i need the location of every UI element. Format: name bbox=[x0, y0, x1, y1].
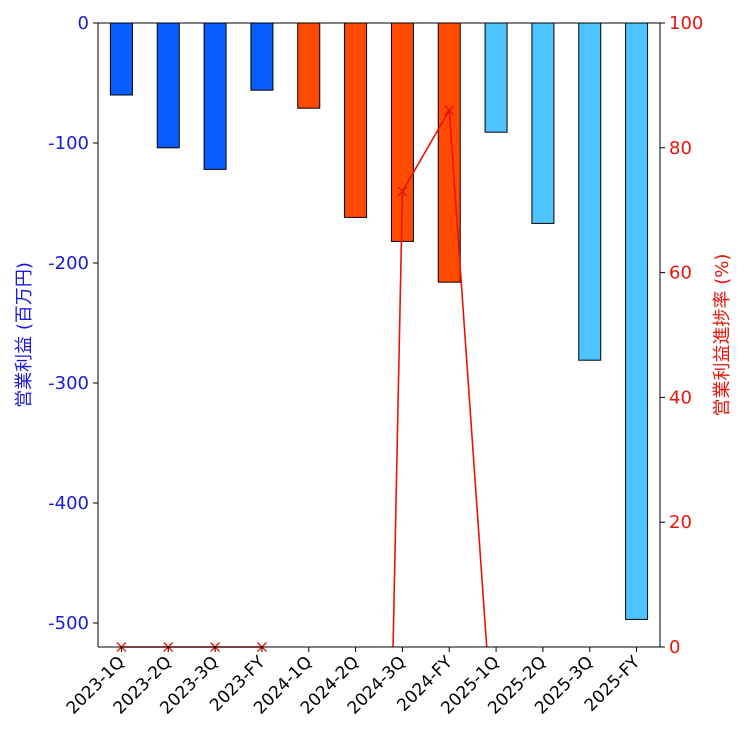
bar-2023-2Q bbox=[156, 22, 180, 149]
bar-2023-3Q bbox=[203, 22, 227, 170]
bar-2025-3Q bbox=[578, 22, 602, 361]
marker-stroke bbox=[397, 186, 408, 197]
progress-marker-2024-FY bbox=[444, 105, 455, 116]
marker-stroke bbox=[444, 105, 455, 116]
y-tick-label-left: -200 bbox=[48, 253, 89, 274]
y-tick-label-left: 0 bbox=[78, 13, 89, 34]
y-tick-label-right: 40 bbox=[669, 387, 692, 408]
y-tick-label-right: 20 bbox=[669, 512, 692, 533]
bar-2025-1Q bbox=[484, 22, 508, 133]
bars-group bbox=[109, 22, 649, 620]
y-tick-label-left: -500 bbox=[48, 613, 89, 634]
bar-2025-FY bbox=[625, 22, 649, 620]
bar-2024-1Q bbox=[297, 22, 321, 109]
y-tick-label-right: 80 bbox=[669, 138, 692, 159]
y-tick-label-left: -300 bbox=[48, 373, 89, 394]
bar-2024-FY bbox=[437, 22, 461, 283]
y-axis-label-right: 営業利益進捗率 (%) bbox=[712, 254, 733, 417]
bar-2023-FY bbox=[250, 22, 274, 91]
bar-2024-2Q bbox=[344, 22, 368, 218]
y-tick-label-left: -100 bbox=[48, 133, 89, 154]
bar-2025-2Q bbox=[531, 22, 555, 224]
y-tick-label-right: 0 bbox=[669, 637, 680, 658]
progress-marker-2024-3Q bbox=[397, 186, 408, 197]
progress-line-segment-1 bbox=[392, 107, 488, 648]
bar-2023-1Q bbox=[109, 22, 133, 96]
y-tick-label-left: -400 bbox=[48, 493, 89, 514]
y-tick-label-right: 60 bbox=[669, 263, 692, 284]
progress-line-group bbox=[116, 105, 488, 652]
y-tick-label-right: 100 bbox=[669, 13, 703, 34]
y-axis-label-left: 営業利益 (百万円) bbox=[14, 262, 35, 408]
axes-group: 0-100-200-300-400-5000204060801002023-1Q… bbox=[48, 13, 703, 719]
